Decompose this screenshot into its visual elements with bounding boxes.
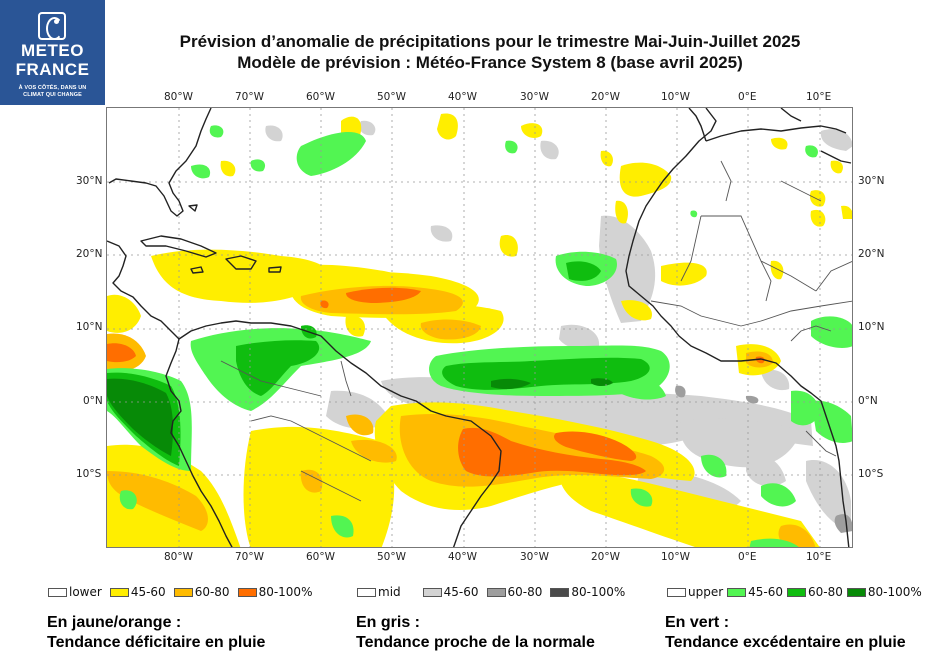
legend-label: 80-100%: [571, 585, 626, 599]
note-text: Tendance déficitaire en pluie: [47, 634, 266, 651]
note-heading: En jaune/orange :: [47, 614, 182, 631]
lon-tick-label: 30°W: [520, 91, 549, 103]
lat-tick-label: 0°N: [858, 395, 878, 407]
legend-item-lower-80-100: 80-100%: [237, 585, 313, 599]
lon-tick-label: 40°W: [448, 551, 477, 563]
lon-tick-label: 10°E: [806, 91, 832, 103]
lon-tick-label: 20°W: [591, 91, 620, 103]
legend-label: upper: [688, 585, 724, 599]
lon-tick-label: 50°W: [377, 551, 406, 563]
legend-swatch-white: [48, 587, 67, 597]
lon-tick-label: 80°W: [164, 91, 193, 103]
legend-swatch-dark-green: [846, 587, 866, 597]
page-subtitle: Modèle de prévision : Météo-France Syste…: [237, 53, 743, 72]
lon-tick-label: 60°W: [306, 91, 335, 103]
legend-item-lower-60-80: 60-80: [173, 585, 230, 599]
legend-item-mid-80-100: 80-100%: [550, 585, 625, 599]
lat-tick-label: 30°N: [76, 175, 103, 187]
legend-label: 45-60: [130, 585, 166, 599]
graticule: [107, 108, 852, 547]
legend-swatch-light-orange: [173, 587, 193, 597]
legend-swatch-light-grey: [422, 587, 442, 597]
lon-tick-label: 50°W: [377, 91, 406, 103]
legend-swatch-white: [667, 587, 686, 597]
legend-swatch-light-green: [727, 587, 747, 597]
upper-tercile-80-100-areas: [107, 378, 613, 456]
lat-tick-label: 10°S: [76, 468, 102, 480]
lat-tick-label: 20°N: [858, 248, 885, 260]
legend-label: 60-80: [507, 585, 543, 599]
note-deficit: En jaune/orange : Tendance déficitaire e…: [47, 613, 265, 653]
legend-label: lower: [69, 585, 102, 599]
legend-upper-tercile: upper 45-60 60-80 80-100%: [667, 585, 930, 599]
lon-tick-label: 30°W: [520, 551, 549, 563]
legend-label: mid: [378, 585, 401, 599]
legend-label: 80-100%: [258, 585, 313, 599]
lon-tick-label: 10°W: [661, 551, 690, 563]
lon-tick-label: 80°W: [164, 551, 193, 563]
lon-tick-label: 20°W: [591, 551, 620, 563]
country-borders: [220, 160, 852, 502]
lon-tick-label: 40°W: [448, 91, 477, 103]
precipitation-anomaly-map: [106, 107, 853, 548]
lat-tick-label: 10°N: [858, 321, 885, 333]
note-text: Tendance proche de la normale: [356, 634, 595, 651]
lon-tick-label: 10°E: [806, 551, 832, 563]
legend-label: 45-60: [443, 585, 479, 599]
note-heading: En gris :: [356, 614, 421, 631]
lon-tick-label: 60°W: [306, 551, 335, 563]
coastlines: [107, 108, 852, 547]
lon-tick-label: 70°W: [235, 91, 264, 103]
legend-mid-tercile: mid 45-60 60-80 80-100%: [357, 585, 633, 599]
legend-item-mid-60-80: 60-80: [486, 585, 543, 599]
meteo-france-emblem-icon: [38, 12, 66, 40]
legend-label: 45-60: [748, 585, 784, 599]
legend-item-mid: mid: [357, 585, 401, 599]
legend-swatch-grey: [486, 587, 506, 597]
meteo-france-logo: METEO FRANCE À VOS CÔTÉS, DANS UN CLIMAT…: [0, 0, 105, 105]
lat-tick-label: 30°N: [858, 175, 885, 187]
lower-tercile-80-100-areas: [107, 287, 765, 477]
lat-tick-label: 20°N: [76, 248, 103, 260]
lon-tick-label: 0°E: [738, 551, 757, 563]
legend-item-lower-45-60: 45-60: [109, 585, 166, 599]
lon-tick-label: 10°W: [661, 91, 690, 103]
legend-item-upper-80-100: 80-100%: [846, 585, 922, 599]
page-title: Prévision d’anomalie de précipitations p…: [179, 32, 801, 51]
legend-item-upper: upper: [667, 585, 723, 599]
legend-item-lower: lower: [48, 585, 102, 599]
legend-swatch-green: [787, 587, 807, 597]
logo-tagline-line1: À VOS CÔTÉS, DANS UN: [18, 85, 87, 91]
lon-tick-label: 70°W: [235, 551, 264, 563]
legend-swatch-dark-grey: [550, 587, 570, 597]
note-normal: En gris : Tendance proche de la normale: [356, 613, 595, 653]
map-canvas: [107, 108, 852, 547]
legend-item-upper-45-60: 45-60: [727, 585, 783, 599]
lon-tick-label: 0°E: [738, 91, 757, 103]
logo-tagline-line2: CLIMAT QUI CHANGE: [23, 92, 82, 98]
legend-item-upper-60-80: 60-80: [787, 585, 843, 599]
lat-tick-label: 10°N: [76, 321, 103, 333]
note-heading: En vert :: [665, 614, 730, 631]
logo-brand-line2: FRANCE: [15, 60, 90, 79]
legend-swatch-white: [357, 587, 376, 597]
legend-label: 60-80: [808, 585, 843, 599]
note-excess: En vert : Tendance excédentaire en pluie: [665, 613, 906, 653]
legend-label: 80-100%: [867, 585, 922, 599]
legend-label: 60-80: [194, 585, 230, 599]
legend-lower-tercile: lower 45-60 60-80 80-100%: [48, 585, 320, 599]
logo-brand-line1: METEO: [21, 41, 84, 60]
legend-swatch-orange: [237, 587, 257, 597]
legend-swatch-yellow: [109, 587, 129, 597]
lat-tick-label: 0°N: [83, 395, 103, 407]
note-text: Tendance excédentaire en pluie: [665, 634, 906, 651]
lat-tick-label: 10°S: [858, 468, 884, 480]
legend-item-mid-45-60: 45-60: [422, 585, 479, 599]
